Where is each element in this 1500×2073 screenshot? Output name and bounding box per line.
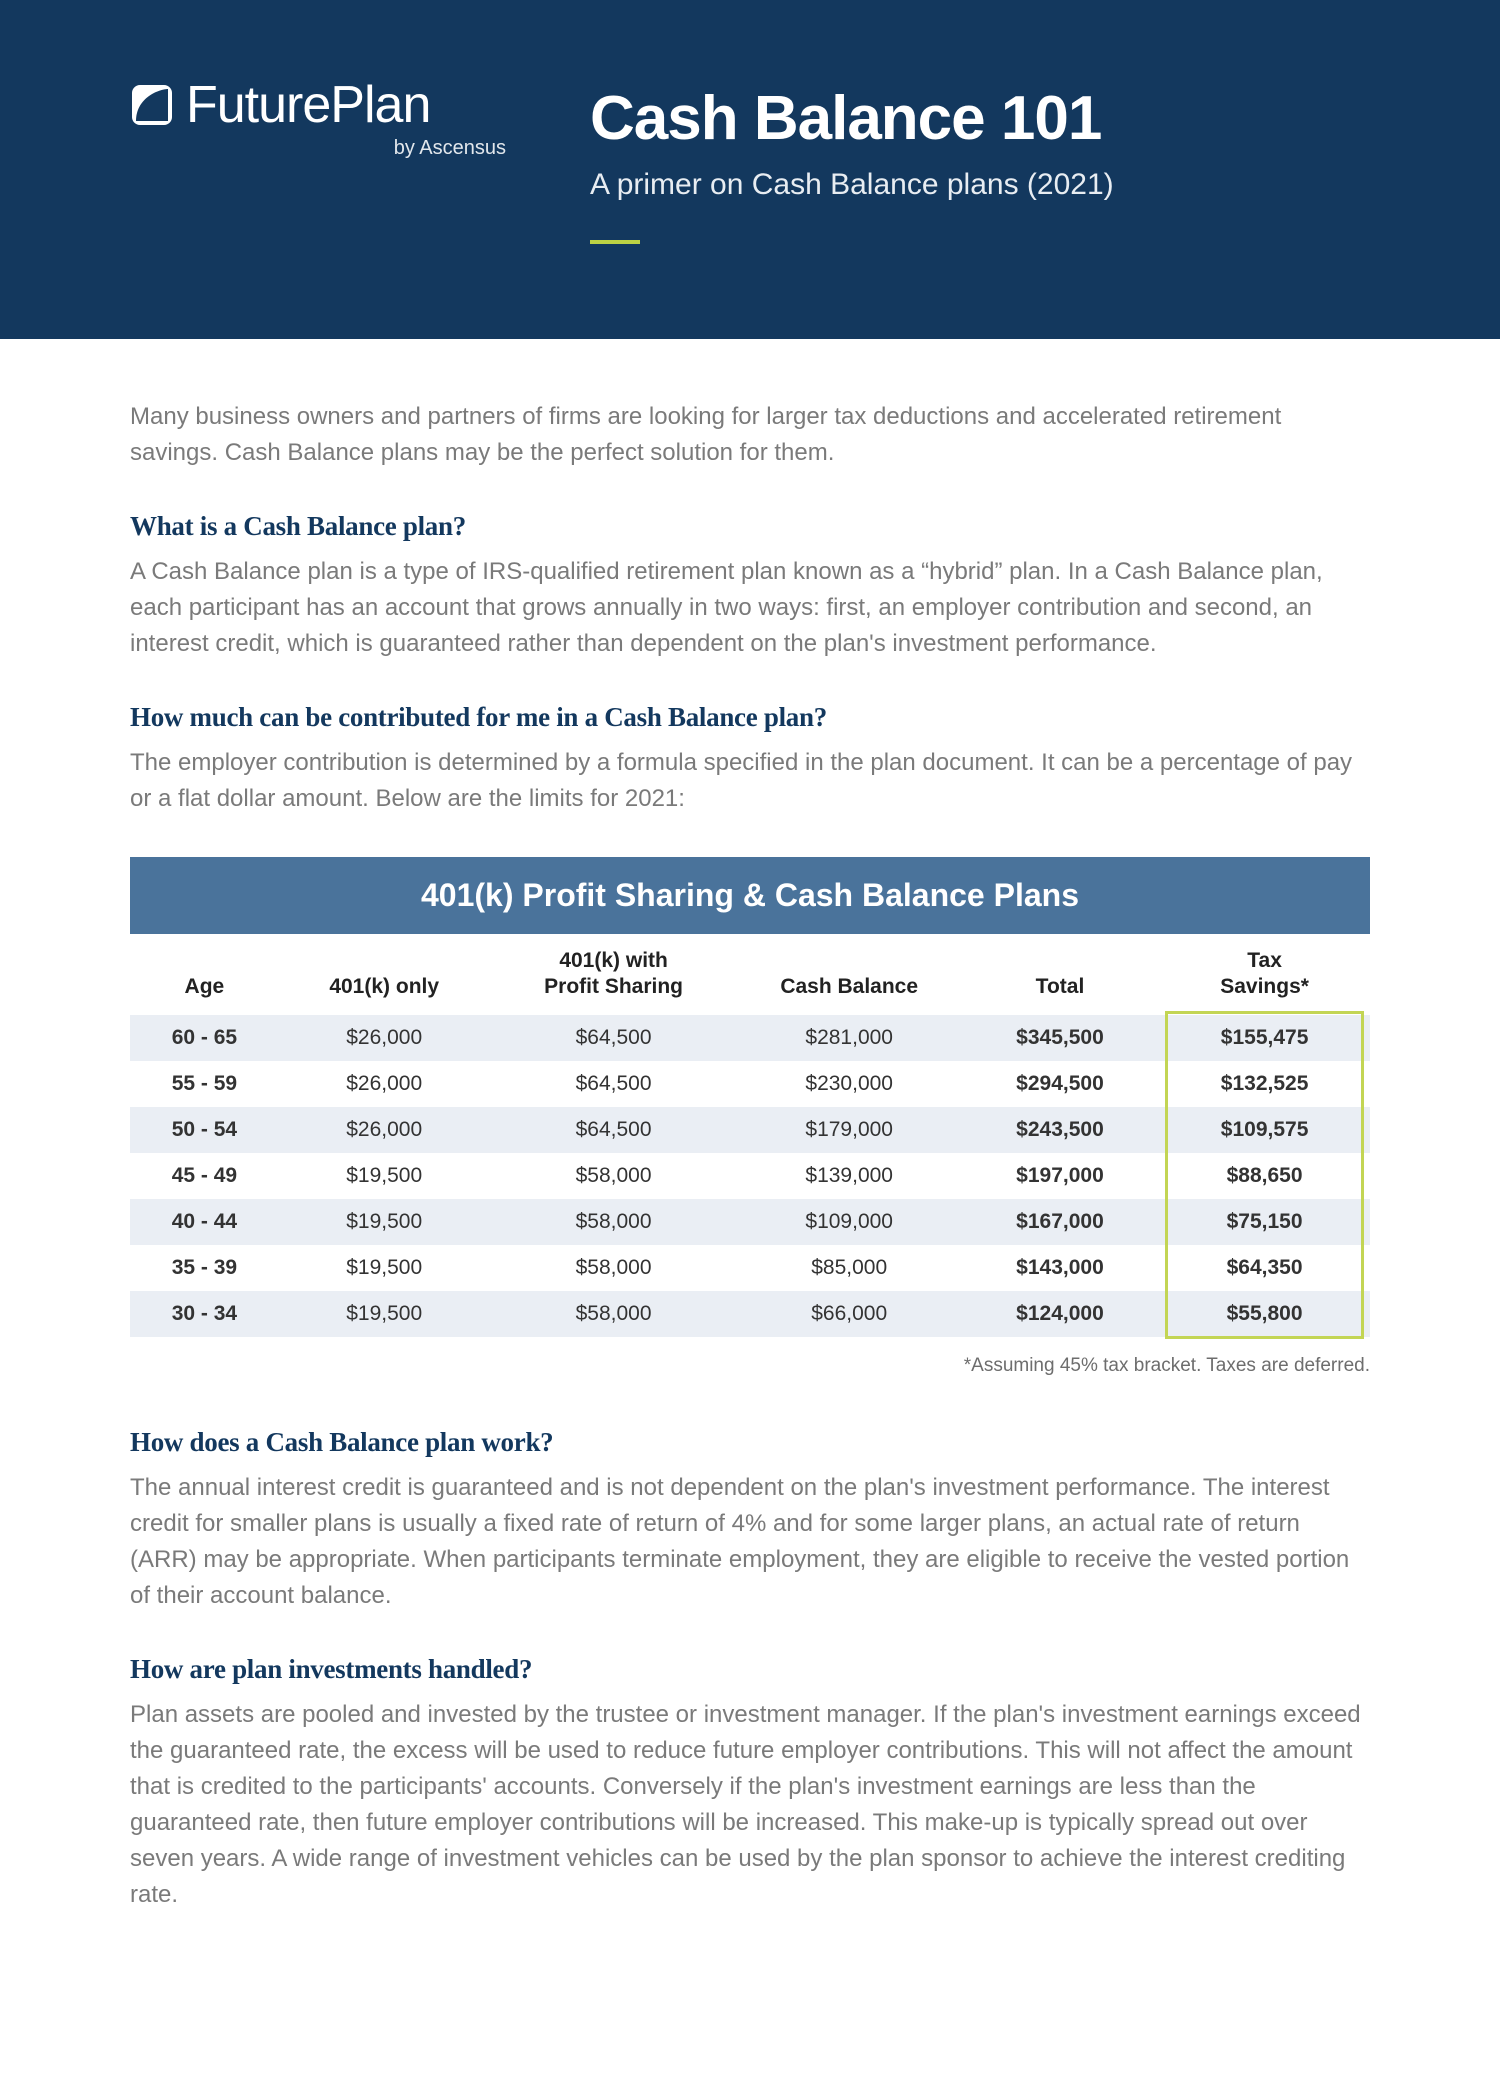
table-cell: 35 - 39: [130, 1245, 279, 1291]
section-body: Plan assets are pooled and invested by t…: [130, 1697, 1370, 1913]
accent-bar: [590, 240, 640, 244]
logo-subtext: by Ascensus: [130, 137, 510, 160]
table-cell: $64,500: [490, 1061, 738, 1107]
table-cell: $26,000: [279, 1061, 490, 1107]
table-column-header: Total: [961, 934, 1159, 1015]
table-cell: $109,000: [738, 1199, 961, 1245]
table-cell: $88,650: [1159, 1153, 1370, 1199]
table-cell: $55,800: [1159, 1291, 1370, 1337]
table-cell: $243,500: [961, 1107, 1159, 1153]
section-body: The annual interest credit is guaranteed…: [130, 1470, 1370, 1614]
table-cell: $64,500: [490, 1015, 738, 1061]
section-heading: How much can be contributed for me in a …: [130, 702, 1370, 733]
logo-text: FuturePlan: [186, 75, 430, 135]
table-cell: $19,500: [279, 1245, 490, 1291]
table-cell: 50 - 54: [130, 1107, 279, 1153]
table-footnote: *Assuming 45% tax bracket. Taxes are def…: [130, 1355, 1370, 1377]
table-cell: $167,000: [961, 1199, 1159, 1245]
table-cell: $179,000: [738, 1107, 961, 1153]
table-cell: $26,000: [279, 1107, 490, 1153]
table-cell: 40 - 44: [130, 1199, 279, 1245]
table-title: 401(k) Profit Sharing & Cash Balance Pla…: [130, 857, 1370, 934]
table-cell: $155,475: [1159, 1015, 1370, 1061]
table-cell: $345,500: [961, 1015, 1159, 1061]
contribution-table: Age401(k) only401(k) withProfit SharingC…: [130, 934, 1370, 1337]
table-cell: $281,000: [738, 1015, 961, 1061]
table-cell: $58,000: [490, 1199, 738, 1245]
table-row: 55 - 59$26,000$64,500$230,000$294,500$13…: [130, 1061, 1370, 1107]
table-row: 30 - 34$19,500$58,000$66,000$124,000$55,…: [130, 1291, 1370, 1337]
table-row: 40 - 44$19,500$58,000$109,000$167,000$75…: [130, 1199, 1370, 1245]
section-body: The employer contribution is determined …: [130, 745, 1370, 817]
table-row: 45 - 49$19,500$58,000$139,000$197,000$88…: [130, 1153, 1370, 1199]
section-heading: How are plan investments handled?: [130, 1654, 1370, 1685]
table-row: 35 - 39$19,500$58,000$85,000$143,000$64,…: [130, 1245, 1370, 1291]
table-cell: $19,500: [279, 1199, 490, 1245]
table-cell: $64,500: [490, 1107, 738, 1153]
contribution-table-wrap: 401(k) Profit Sharing & Cash Balance Pla…: [130, 857, 1370, 1337]
table-body: 60 - 65$26,000$64,500$281,000$345,500$15…: [130, 1015, 1370, 1337]
table-cell: $139,000: [738, 1153, 961, 1199]
table-column-header: 401(k) withProfit Sharing: [490, 934, 738, 1015]
table-cell: $124,000: [961, 1291, 1159, 1337]
table-column-header: 401(k) only: [279, 934, 490, 1015]
page-subtitle: A primer on Cash Balance plans (2021): [590, 168, 1114, 202]
table-column-header: Age: [130, 934, 279, 1015]
table-cell: 45 - 49: [130, 1153, 279, 1199]
table-cell: $64,350: [1159, 1245, 1370, 1291]
section-heading: How does a Cash Balance plan work?: [130, 1427, 1370, 1458]
intro-paragraph: Many business owners and partners of fir…: [130, 399, 1370, 471]
table-cell: $58,000: [490, 1291, 738, 1337]
table-cell: $109,575: [1159, 1107, 1370, 1153]
title-block: Cash Balance 101 A primer on Cash Balanc…: [590, 75, 1114, 244]
content-area: Many business owners and partners of fir…: [0, 339, 1500, 2073]
leaf-icon: [130, 83, 174, 127]
table-head: Age401(k) only401(k) withProfit SharingC…: [130, 934, 1370, 1015]
table-cell: $85,000: [738, 1245, 961, 1291]
logo-block: FuturePlan by Ascensus: [130, 75, 510, 160]
table-row: 60 - 65$26,000$64,500$281,000$345,500$15…: [130, 1015, 1370, 1061]
section-body: A Cash Balance plan is a type of IRS-qua…: [130, 554, 1370, 662]
page-title: Cash Balance 101: [590, 83, 1114, 154]
table-cell: $66,000: [738, 1291, 961, 1337]
table-cell: 55 - 59: [130, 1061, 279, 1107]
table-cell: $230,000: [738, 1061, 961, 1107]
table-cell: $143,000: [961, 1245, 1159, 1291]
table-cell: 60 - 65: [130, 1015, 279, 1061]
table-container: Age401(k) only401(k) withProfit SharingC…: [130, 934, 1370, 1337]
table-cell: $19,500: [279, 1291, 490, 1337]
table-cell: $58,000: [490, 1153, 738, 1199]
page-header: FuturePlan by Ascensus Cash Balance 101 …: [0, 0, 1500, 339]
section-heading: What is a Cash Balance plan?: [130, 511, 1370, 542]
table-row: 50 - 54$26,000$64,500$179,000$243,500$10…: [130, 1107, 1370, 1153]
table-cell: $197,000: [961, 1153, 1159, 1199]
table-cell: $75,150: [1159, 1199, 1370, 1245]
table-cell: $19,500: [279, 1153, 490, 1199]
table-cell: $132,525: [1159, 1061, 1370, 1107]
table-cell: $294,500: [961, 1061, 1159, 1107]
table-cell: 30 - 34: [130, 1291, 279, 1337]
table-cell: $26,000: [279, 1015, 490, 1061]
table-column-header: TaxSavings*: [1159, 934, 1370, 1015]
table-column-header: Cash Balance: [738, 934, 961, 1015]
logo-row: FuturePlan: [130, 75, 510, 135]
table-cell: $58,000: [490, 1245, 738, 1291]
